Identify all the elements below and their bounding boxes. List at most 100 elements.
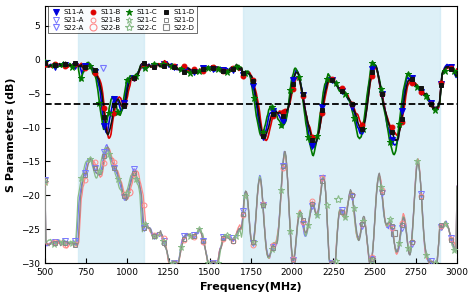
S11-D (171, 65, 177, 69)
S11-C (106, 111, 111, 114)
S11-D (201, 67, 206, 71)
S21-B (329, 261, 335, 265)
S21-D (448, 238, 454, 242)
S11-A (260, 135, 266, 139)
S11-B (230, 66, 236, 69)
S11-B (101, 106, 107, 109)
S21-B (101, 161, 107, 165)
S11-B (359, 123, 365, 126)
S21-A (379, 191, 385, 195)
S21-A (448, 236, 454, 240)
S11-C (133, 74, 138, 78)
S11-A (290, 78, 295, 82)
S21-C (115, 178, 120, 181)
S21-C (296, 212, 302, 215)
S11-B (319, 111, 325, 115)
S11-A (280, 120, 286, 124)
S21-C (42, 180, 48, 184)
S21-B (91, 161, 97, 164)
S11-C (51, 63, 57, 67)
S11-C (206, 66, 211, 70)
S21-C (142, 223, 148, 226)
S21-B (111, 160, 117, 164)
S11-C (387, 141, 393, 144)
S21-B (290, 257, 295, 261)
S21-A (290, 258, 295, 262)
S11-C (324, 78, 329, 81)
S11-A (419, 90, 424, 93)
S11-D (319, 108, 325, 111)
S21-B (82, 178, 87, 182)
S21-B (310, 199, 315, 203)
S21-A (111, 166, 117, 170)
S11-D (428, 103, 434, 106)
S11-A (389, 138, 394, 142)
S11-B (131, 77, 137, 80)
S21-C (306, 223, 311, 226)
S11-D (389, 130, 394, 134)
S11-A (72, 64, 78, 68)
S21-B (181, 238, 186, 242)
S11-B (300, 94, 305, 98)
S21-A (349, 195, 355, 199)
S21-B (121, 193, 127, 196)
S21-C (160, 239, 166, 243)
S11-D (260, 134, 266, 138)
S11-C (378, 87, 384, 91)
S21-B (62, 243, 68, 247)
S21-C (124, 191, 129, 194)
S21-C (169, 261, 175, 265)
S21-B (280, 166, 286, 170)
S21-A (359, 224, 365, 228)
S21-A (101, 150, 107, 153)
S21-A (141, 226, 147, 230)
S21-D (329, 261, 335, 265)
S21-C (106, 153, 111, 156)
S11-B (280, 110, 286, 114)
S21-A (310, 204, 315, 207)
S11-D (230, 67, 236, 71)
S11-A (339, 89, 345, 93)
S21-B (250, 243, 256, 247)
S21-A (280, 164, 286, 168)
S21-D (438, 224, 444, 227)
Bar (243, 6, 440, 263)
S11-A (141, 65, 147, 69)
S11-C (333, 81, 338, 85)
S21-D (270, 246, 276, 249)
S21-D (131, 171, 137, 174)
S11-D (82, 65, 87, 68)
S21-A (82, 171, 87, 175)
S21-A (419, 193, 424, 196)
S21-C (260, 204, 266, 207)
S21-C (97, 169, 102, 173)
S11-C (251, 96, 257, 100)
S11-B (151, 64, 157, 68)
Legend: S11-A, S21-A, S22-A, S11-B, S21-B, S22-B, S11-C, S21-C, S22-C, S11-D, S21-D, S22: S11-A, S21-A, S22-A, S11-B, S21-B, S22-B… (48, 7, 197, 33)
S21-C (178, 245, 184, 249)
S11-A (52, 65, 58, 69)
S11-C (124, 78, 129, 82)
S11-C (160, 62, 166, 66)
S21-A (399, 226, 404, 230)
S11-D (329, 78, 335, 82)
S11-A (230, 68, 236, 72)
S11-A (319, 106, 325, 109)
S21-D (399, 223, 404, 226)
S21-D (339, 210, 345, 213)
S11-A (62, 63, 68, 66)
S11-A (448, 66, 454, 69)
S21-C (396, 242, 402, 245)
S11-A (220, 68, 226, 72)
S11-C (360, 128, 365, 131)
S21-A (260, 203, 266, 207)
S11-D (300, 92, 305, 96)
S11-B (220, 69, 226, 72)
S11-A (359, 129, 365, 133)
S11-B (121, 103, 127, 106)
S11-B (310, 135, 315, 138)
S11-C (97, 101, 102, 105)
S21-D (349, 194, 355, 197)
S11-B (42, 62, 48, 66)
S11-D (72, 61, 78, 64)
